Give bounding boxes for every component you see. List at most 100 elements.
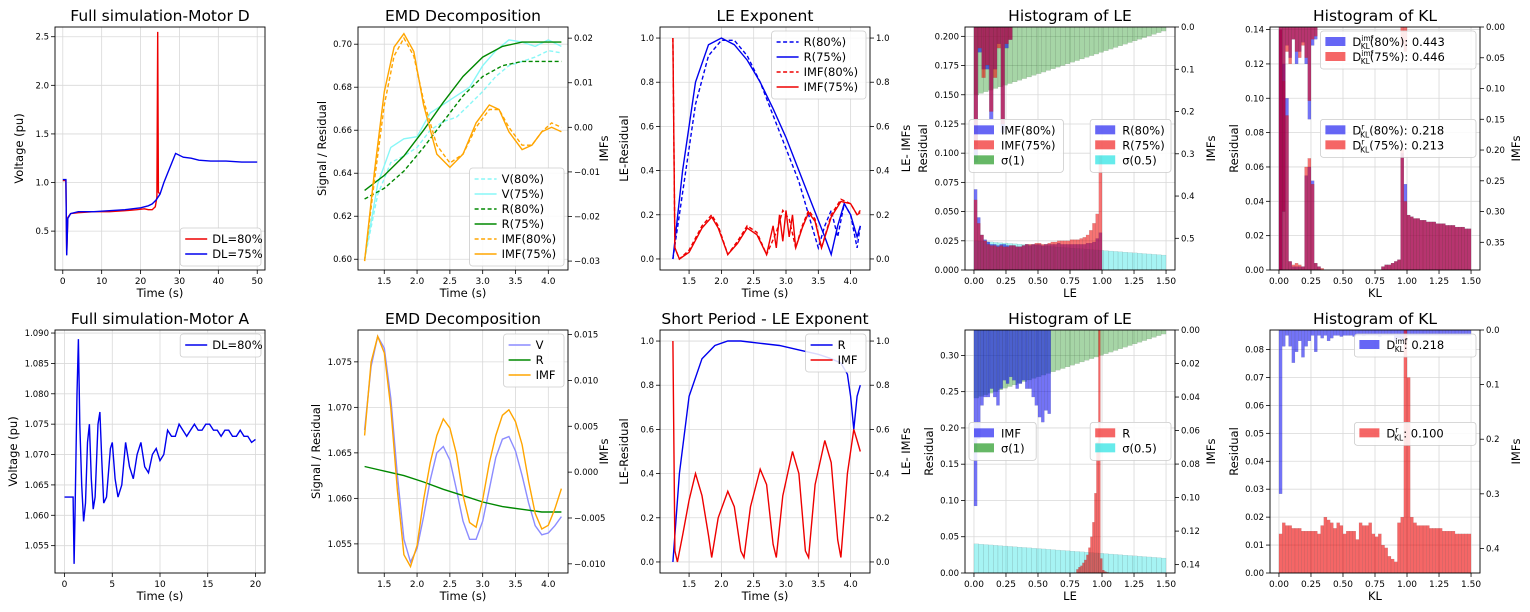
- x-tick-label: 1.25: [1429, 277, 1449, 287]
- bar-r75: [1400, 149, 1404, 270]
- bar-imf: [1336, 330, 1340, 336]
- series-r75: [364, 41, 562, 191]
- bar-1: [1098, 27, 1104, 53]
- bar-1: [1117, 27, 1123, 46]
- bar-1: [1127, 27, 1133, 43]
- legend-label: Dimf KL: 0.218: [1386, 337, 1444, 354]
- bar-1: [1141, 330, 1147, 341]
- grid: [660, 330, 870, 573]
- bar-r75: [1053, 241, 1058, 270]
- bar-imf75: [1000, 27, 1005, 125]
- bar-r75: [1034, 243, 1039, 270]
- legend-label: σ(1): [1001, 153, 1025, 167]
- bar-1: [1151, 330, 1157, 338]
- bar-1: [1108, 330, 1114, 353]
- y2-tick-label: 0.00: [1181, 326, 1200, 336]
- chart-title: Short Period - LE Exponent: [661, 310, 868, 328]
- bar-r: [1378, 533, 1382, 573]
- bar-05: [1103, 553, 1109, 573]
- legend-label: Dr KL(75%): 0.213: [1352, 137, 1444, 154]
- bar-r: [1346, 531, 1350, 573]
- bar-r75: [999, 245, 1003, 270]
- bar-1: [1122, 27, 1128, 45]
- bar-r: [1403, 330, 1408, 573]
- y-tick-label: 0.02: [1245, 513, 1264, 523]
- plot-area: [672, 37, 861, 261]
- series-dl80: [62, 31, 161, 255]
- bar-imf: [1333, 330, 1337, 336]
- legend-swatch: [1325, 37, 1346, 46]
- y2-tick-label: −0.02: [574, 212, 600, 222]
- bar-r75: [1298, 264, 1302, 270]
- bar-1: [1084, 330, 1090, 361]
- chart-p2: 1.5 2.0 2.5 3.0 3.5 4.0 0.60 0.62 0.64 0.66 0.68 0.…: [315, 7, 611, 300]
- chart-p1: 0 10 20 30 40 50 0.5 1.0 1.5 2.0 2.5 Full simulatio…: [12, 7, 266, 300]
- y-tick-label: 0.60: [333, 255, 352, 265]
- bar-r: [1323, 517, 1328, 573]
- grid: [55, 330, 265, 573]
- x-tick-label: 3.5: [811, 277, 825, 287]
- bar-r: [1076, 569, 1079, 573]
- bar-1: [1065, 330, 1071, 367]
- bar-r: [1397, 522, 1401, 573]
- bar-r: [1365, 525, 1369, 573]
- bar-05: [1117, 554, 1123, 573]
- bar-r75: [1005, 246, 1010, 270]
- bar-r: [1096, 442, 1099, 573]
- bar-r: [1310, 531, 1315, 573]
- legend-swatch: [974, 125, 994, 135]
- bar-r75: [1413, 218, 1417, 270]
- y2-axis-label: IMFs: [1509, 136, 1523, 162]
- y-tick-label: 1.090: [25, 329, 49, 339]
- legend-label: R: [838, 338, 846, 352]
- bar-r: [1438, 528, 1443, 573]
- x-tick-label: 40: [213, 277, 225, 287]
- bar-r75: [1073, 239, 1077, 270]
- bar-r: [1426, 525, 1430, 573]
- bar-imf75: [1301, 27, 1305, 46]
- bar-imf: [1018, 330, 1023, 384]
- bar-05: [1127, 252, 1133, 270]
- legend-swatch: [1095, 443, 1116, 453]
- bar-05: [1113, 251, 1119, 270]
- legend: R(80%)R(75%)IMF(80%)IMF(75%): [771, 30, 867, 100]
- y-tick-label: 0.03: [1245, 485, 1264, 495]
- bar-imf: [1044, 330, 1048, 411]
- y-tick-label: 0.25: [940, 388, 959, 398]
- bar-1: [1161, 330, 1167, 335]
- y2-tick-label: 0.005: [574, 422, 598, 432]
- x-tick-label: 3.5: [508, 277, 522, 287]
- series-imf75: [363, 32, 562, 262]
- bar-imf: [1323, 330, 1328, 336]
- bar-r75: [1285, 115, 1289, 270]
- bar-r: [1454, 533, 1459, 573]
- bar-r75: [1069, 239, 1074, 270]
- x-tick-label: 4.0: [541, 580, 556, 590]
- bar-1: [1141, 27, 1147, 38]
- bar-imf: [1298, 330, 1302, 342]
- bar-1: [1012, 27, 1018, 83]
- x-axis-label: Time (s): [741, 589, 789, 603]
- axes-frame: [54, 26, 266, 271]
- bar-imf75: [1298, 27, 1302, 58]
- bar-1: [1122, 330, 1128, 348]
- bar-r75: [1057, 240, 1061, 270]
- bar-1: [1069, 27, 1075, 63]
- bar-r75: [1291, 264, 1296, 270]
- bar-r75: [1021, 245, 1026, 270]
- legend-label: V: [536, 338, 544, 352]
- x-tick-label: 10: [96, 277, 108, 287]
- bar-r: [1358, 522, 1363, 573]
- chart-title: Full simulation-Motor A: [71, 310, 250, 328]
- y2-tick-label: 0.30: [1486, 208, 1505, 218]
- x-tick-label: 1.00: [1092, 580, 1112, 590]
- x-tick-label: 0.50: [1333, 580, 1353, 590]
- x-tick-label: 1.25: [1429, 580, 1449, 590]
- y-tick-label: 0.075: [935, 178, 959, 188]
- bar-r75: [1060, 240, 1064, 270]
- bar-r: [1088, 547, 1091, 573]
- series-imf75: [672, 37, 861, 261]
- bar-r: [1442, 531, 1446, 573]
- y-tick-label: 0.12: [1245, 60, 1264, 70]
- bar-r75: [1089, 230, 1093, 270]
